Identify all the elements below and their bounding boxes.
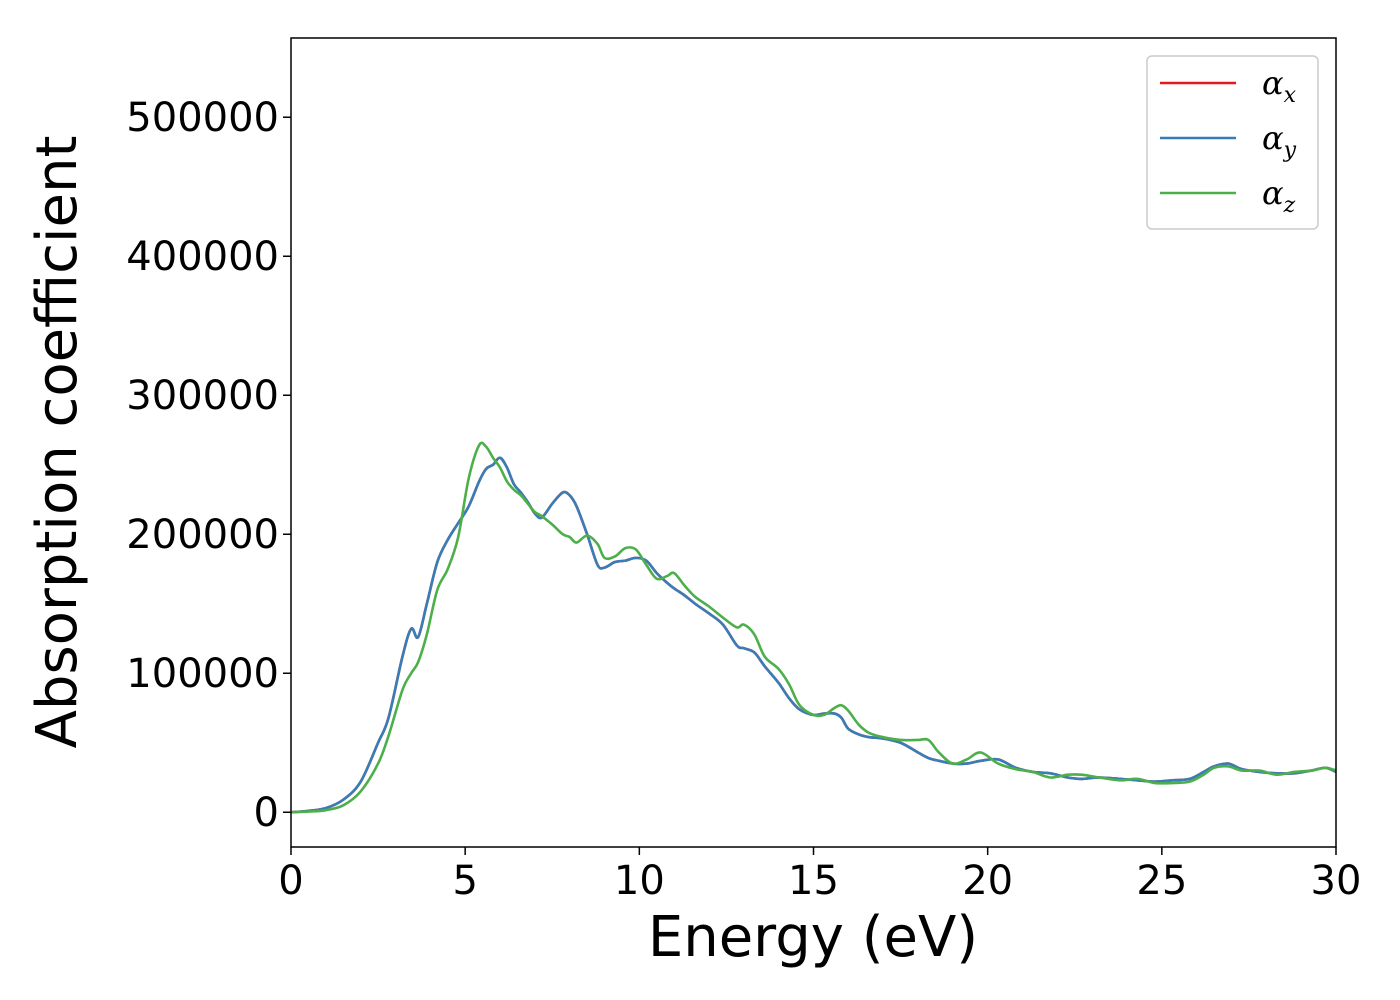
x-tick-label: 20 xyxy=(962,858,1013,904)
x-tick-label: 10 xyxy=(614,858,665,904)
y-tick-label: 200000 xyxy=(126,512,279,558)
legend-label-base: α xyxy=(1262,64,1284,102)
y-axis-title: Absorption coefficient xyxy=(25,136,90,749)
legend-label-x: αx xyxy=(1262,64,1297,108)
legend-label-subscript: x xyxy=(1284,83,1297,108)
legend-box xyxy=(1146,55,1319,230)
x-tick-label: 5 xyxy=(452,858,477,904)
legend-label-base: α xyxy=(1262,174,1284,212)
y-tick-label: 300000 xyxy=(126,373,279,419)
legend-label-y: αy xyxy=(1262,119,1297,163)
legend-label-z: αz xyxy=(1262,174,1296,218)
legend-label-subscript: y xyxy=(1283,138,1297,163)
series-line-alpha-y xyxy=(291,456,1336,814)
x-tick-label: 30 xyxy=(1311,858,1362,904)
x-axis-title: Energy (eV) xyxy=(648,905,978,970)
y-tick-label: 400000 xyxy=(126,234,279,280)
x-tick-label: 0 xyxy=(278,858,303,904)
y-tick-label: 0 xyxy=(254,790,279,836)
series-line-alpha-z xyxy=(291,441,1336,814)
legend-label-base: α xyxy=(1262,119,1284,157)
y-tick-label: 500000 xyxy=(126,95,279,141)
series-group xyxy=(291,441,1336,814)
y-tick-label: 100000 xyxy=(126,651,279,697)
x-tick-label: 25 xyxy=(1136,858,1187,904)
legend-label-subscript: z xyxy=(1283,193,1296,218)
x-tick-label: 15 xyxy=(788,858,839,904)
ticks-group: 0 5 10 15 20 25 30 0 100000 200000 300000 400000 500… xyxy=(126,95,1361,904)
